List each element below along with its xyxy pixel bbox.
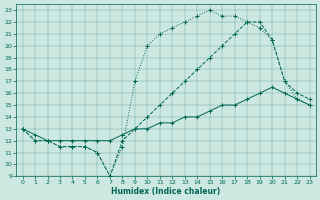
X-axis label: Humidex (Indice chaleur): Humidex (Indice chaleur) [111,187,221,196]
